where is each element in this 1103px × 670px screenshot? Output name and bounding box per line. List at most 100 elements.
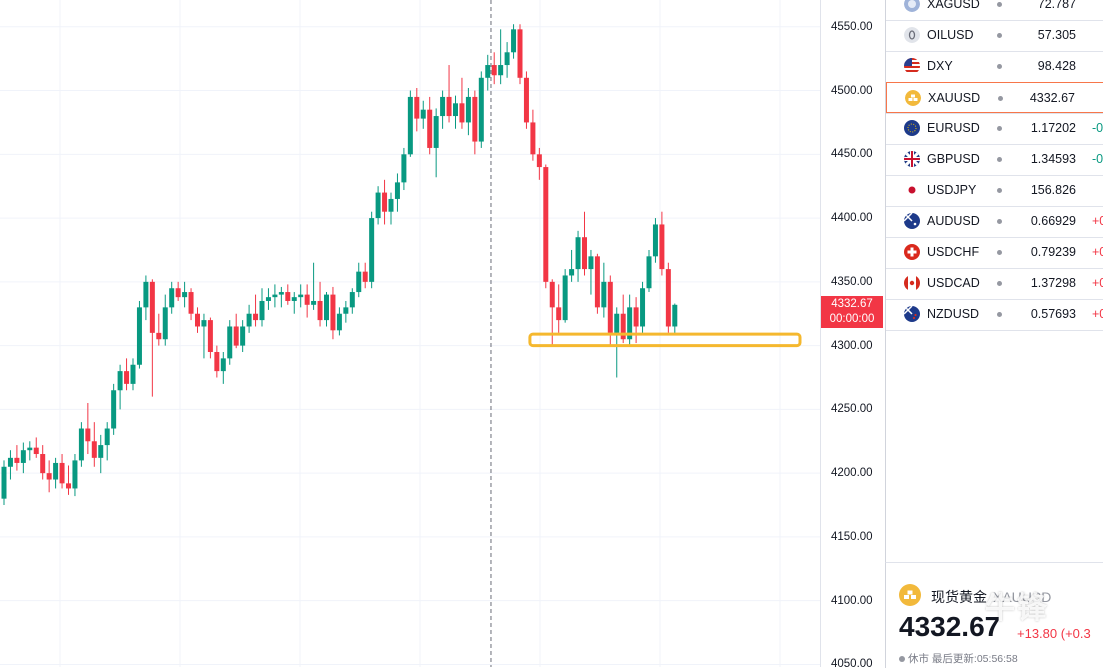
price-chart[interactable]: [0, 0, 820, 667]
candle-body: [53, 462, 59, 480]
last-update-time: 05:56:58: [976, 653, 1018, 665]
candle-body: [27, 447, 33, 451]
ca-flag-icon: [904, 275, 920, 291]
status-dot: [997, 312, 1002, 317]
candle-body: [504, 52, 510, 66]
price-tick-label: 4300.00: [831, 339, 873, 352]
candle-body: [175, 288, 181, 298]
watchlist-row-audusd[interactable]: AUDUSD 0.66929 +0: [886, 206, 1103, 237]
candle-body: [304, 294, 310, 305]
candle-body: [195, 313, 200, 327]
candle-body: [549, 281, 555, 308]
candle-body: [672, 304, 678, 327]
candle-body: [143, 281, 149, 308]
candle-body: [394, 182, 400, 199]
candle-body: [633, 307, 639, 327]
watchlist-row-xagusd[interactable]: XAGUSD 72.787: [886, 0, 1103, 20]
candle-body: [33, 447, 39, 455]
candle-body: [420, 109, 426, 119]
watchlist-change: +0: [1092, 276, 1103, 290]
gold-flag-icon: [905, 90, 921, 106]
watchlist-row-nzdusd[interactable]: NZDUSD 0.57693 +0: [886, 299, 1103, 330]
candle-body: [588, 256, 594, 270]
watchlist-row-eurusd[interactable]: EURUSD 1.17202 -0: [886, 113, 1103, 144]
candle-body: [343, 307, 349, 314]
price-tick-label: 4400.00: [831, 212, 873, 225]
row-divider: [886, 113, 1103, 114]
watchlist-row-gbpusd[interactable]: GBPUSD 1.34593 -0: [886, 144, 1103, 175]
ch-flag-icon: [904, 244, 920, 260]
row-divider: [886, 175, 1103, 176]
candle-body: [375, 192, 381, 219]
candle-body: [562, 275, 568, 321]
status-dot: [997, 219, 1002, 224]
status-dot: [997, 250, 1002, 255]
candle-body: [330, 294, 336, 331]
candle-body: [388, 198, 394, 212]
nz-flag-icon: [904, 306, 920, 322]
candle-body: [414, 96, 420, 119]
candle-body: [265, 297, 271, 301]
watchlist-row-xauusd[interactable]: XAUUSD 4332.67: [886, 82, 1103, 113]
candle-body: [627, 307, 633, 340]
watchlist-row-dxy[interactable]: DXY 98.428: [886, 51, 1103, 82]
candle-body: [98, 445, 104, 458]
watchlist-row-usdcad[interactable]: USDCAD 1.37298 +0: [886, 268, 1103, 299]
status-dot: [997, 281, 1002, 286]
candle-body: [523, 77, 529, 123]
candle-body: [66, 483, 71, 489]
candle-body: [369, 218, 375, 282]
candle-body: [291, 297, 297, 301]
candle-body: [336, 313, 342, 331]
eu-flag-icon: [904, 120, 920, 136]
candle-body: [40, 454, 46, 474]
candle-body: [465, 96, 471, 123]
candle-body: [169, 288, 175, 308]
candle-body: [491, 65, 497, 76]
price-tick-label: 4100.00: [831, 594, 873, 607]
candle-body: [401, 154, 407, 183]
candle-body: [111, 390, 117, 429]
silver-flag-icon: [904, 0, 920, 12]
candle-body: [440, 96, 446, 117]
watchlist-symbol: XAUUSD: [928, 91, 981, 105]
price-tick-label: 4050.00: [831, 658, 873, 670]
candle-body: [124, 371, 130, 384]
price-axis[interactable]: 4550.00 4500.00 4450.00 4400.00 4350.00 4300.…: [820, 0, 883, 670]
watchlist-change: +0: [1092, 307, 1103, 321]
candle-body: [427, 109, 433, 148]
watchlist-symbol: DXY: [927, 59, 953, 73]
candle-body: [227, 326, 233, 359]
candle-body: [117, 371, 123, 391]
market-status: 休市 最后更新:05:56:58: [899, 651, 1018, 666]
price-tick-label: 4250.00: [831, 403, 873, 416]
candle-body: [478, 77, 484, 142]
row-divider: [886, 206, 1103, 207]
watchlist-symbol: XAGUSD: [927, 0, 980, 11]
candle-body: [246, 313, 252, 327]
watchlist-row-usdjpy[interactable]: USDJPY 156.826: [886, 175, 1103, 206]
candle-body: [530, 122, 536, 155]
gb-flag-icon: [904, 151, 920, 167]
gold-icon: [899, 584, 921, 606]
watchlist-change: +0: [1092, 245, 1103, 259]
watchlist-row-oilusd[interactable]: OILUSD 57.305: [886, 20, 1103, 51]
candle-body: [78, 428, 84, 461]
watchlist-last-price: 4332.67: [1029, 91, 1075, 105]
candle-body: [259, 300, 265, 321]
candle-body: [659, 224, 665, 270]
candle-body: [485, 65, 491, 78]
candle-body: [317, 300, 323, 321]
row-divider: [886, 237, 1103, 238]
status-dot: [997, 64, 1002, 69]
candle-body: [182, 292, 188, 298]
candle-body: [220, 358, 226, 372]
price-tick-label: 4550.00: [831, 20, 873, 33]
candle-body: [59, 462, 65, 484]
symbol-details-panel: 现货黄金 XAUUSD 4332.67 +13.80 (+0.3 休市 最后更新:…: [885, 562, 1103, 668]
watchlist-row-usdchf[interactable]: USDCHF 0.79239 +0: [886, 237, 1103, 268]
candle-body: [240, 326, 246, 346]
candlestick-chart[interactable]: [0, 0, 820, 667]
watermark-text: 牛锋: [985, 592, 1049, 625]
candle-body: [85, 428, 91, 442]
